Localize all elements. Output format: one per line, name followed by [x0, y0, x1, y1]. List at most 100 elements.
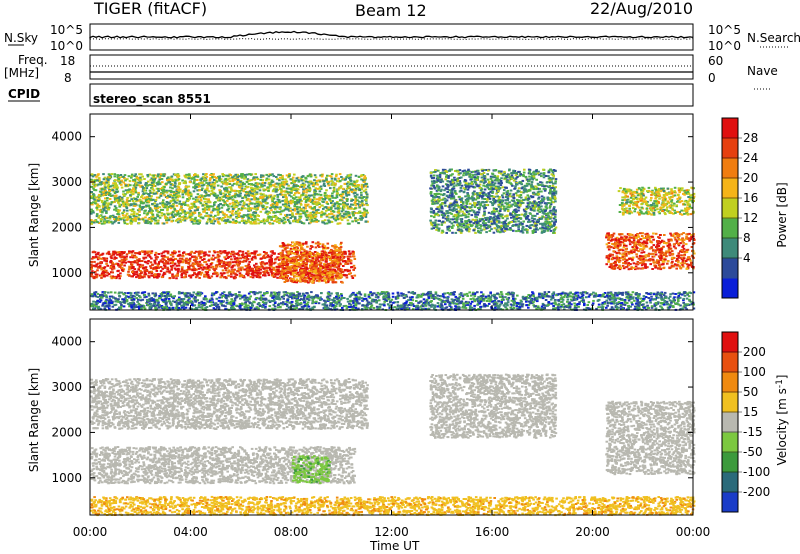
heatmap-cell	[106, 264, 109, 267]
heatmap-cell	[178, 253, 182, 256]
heatmap-cell	[132, 188, 136, 191]
heatmap-cell	[117, 273, 120, 276]
heatmap-cell	[104, 194, 107, 196]
heatmap-cell	[170, 266, 174, 269]
heatmap-cell	[228, 177, 232, 180]
heatmap-cell	[294, 248, 298, 251]
heatmap-cell	[364, 182, 367, 185]
heatmap-cell	[243, 177, 246, 180]
heatmap-cell	[219, 272, 223, 275]
heatmap-cell	[169, 257, 173, 260]
heatmap-cell	[268, 261, 272, 264]
heatmap-cell	[188, 173, 191, 176]
heatmap-cell	[150, 270, 153, 273]
heatmap-cell	[299, 208, 302, 211]
heatmap-cell	[360, 174, 363, 177]
heatmap-cell	[260, 265, 264, 268]
heatmap-cell	[171, 273, 174, 276]
heatmap-cell	[167, 181, 170, 184]
heatmap-cell	[341, 273, 344, 276]
heatmap-cell	[165, 261, 169, 264]
heatmap-cell	[193, 212, 196, 214]
heatmap-cell	[252, 190, 256, 193]
heatmap-cell	[138, 265, 142, 268]
heatmap-cell	[151, 203, 154, 205]
heatmap-cell	[113, 276, 116, 279]
heatmap-cell	[329, 249, 332, 252]
heatmap-cell	[136, 177, 140, 179]
heatmap-cell	[271, 222, 275, 225]
heatmap-cell	[218, 262, 221, 265]
heatmap-cell	[282, 273, 286, 276]
heatmap-cell	[169, 186, 172, 189]
heatmap-cell	[109, 265, 113, 268]
heatmap-cell	[265, 210, 268, 213]
heatmap-cell	[192, 181, 196, 184]
heatmap-cell	[199, 263, 202, 266]
heatmap-cell	[320, 210, 324, 213]
heatmap-cell	[296, 188, 300, 191]
heatmap-cell	[326, 242, 330, 245]
heatmap-cell	[190, 218, 194, 221]
heatmap-cell	[341, 281, 344, 284]
heatmap-cell	[199, 198, 203, 201]
heatmap-cell	[254, 173, 257, 176]
heatmap-cell	[90, 265, 94, 267]
nsky-label: N.Sky	[4, 31, 38, 45]
heatmap-cell	[169, 253, 173, 256]
heatmap-cell	[130, 250, 133, 253]
heatmap-cell	[267, 181, 271, 184]
heatmap-cell	[321, 250, 325, 253]
heatmap-cell	[228, 262, 232, 265]
heatmap-cell	[270, 260, 273, 263]
heatmap-cell	[193, 252, 196, 254]
heatmap-cell	[311, 259, 315, 262]
heatmap-cell	[256, 271, 260, 274]
heatmap-cell	[216, 213, 220, 216]
heatmap-cell	[189, 268, 192, 271]
heatmap-cell	[215, 271, 219, 274]
heatmap-cell	[205, 175, 209, 178]
heatmap-cell	[91, 270, 94, 273]
heatmap-cell	[328, 274, 332, 277]
heatmap-cell	[331, 183, 334, 186]
heatmap-cell	[336, 254, 340, 257]
heatmap-cell	[294, 192, 297, 195]
heatmap-cell	[248, 200, 252, 203]
heatmap-cell	[246, 185, 250, 188]
heatmap-cell	[107, 183, 110, 186]
heatmap-cell	[311, 241, 315, 244]
heatmap-cell	[313, 189, 316, 192]
heatmap-cell	[187, 266, 191, 269]
heatmap-cell	[166, 268, 169, 271]
heatmap-cell	[253, 215, 256, 218]
heatmap-cell	[262, 274, 265, 277]
heatmap-cell	[233, 255, 236, 258]
heatmap-cell	[306, 199, 310, 202]
cpid-value: stereo_scan 8551	[93, 92, 211, 107]
heatmap-cell	[317, 201, 321, 204]
heatmap-cell	[187, 189, 190, 192]
heatmap-cell	[311, 268, 315, 271]
heatmap-cell	[162, 199, 165, 202]
heatmap-cell	[147, 197, 151, 200]
heatmap-cell	[111, 262, 114, 264]
heatmap-cell	[91, 256, 95, 259]
heatmap-cell	[285, 174, 289, 177]
heatmap-cell	[282, 275, 285, 278]
heatmap-cell	[355, 180, 358, 183]
heatmap-cell	[246, 207, 250, 210]
heatmap-cell	[353, 258, 357, 260]
heatmap-cell	[219, 211, 222, 214]
heatmap-cell	[276, 270, 280, 273]
heatmap-cell	[131, 267, 134, 270]
heatmap-cell	[117, 201, 120, 204]
heatmap-cell	[96, 179, 99, 182]
heatmap-cell	[283, 267, 286, 270]
heatmap-cell	[285, 275, 289, 278]
heatmap-cell	[254, 266, 258, 269]
heatmap-cell	[219, 203, 222, 205]
heatmap-cell	[222, 192, 225, 195]
heatmap-cell	[162, 222, 166, 225]
heatmap-cell	[325, 222, 329, 225]
